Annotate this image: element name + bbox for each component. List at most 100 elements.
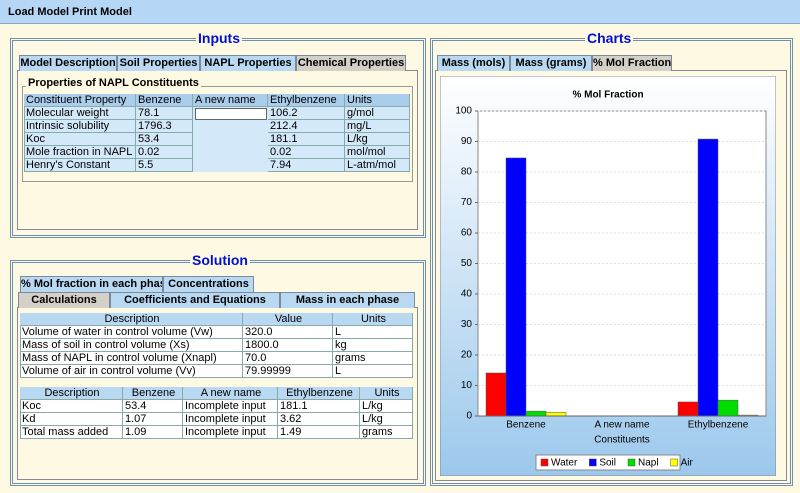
table-cell: Incomplete input [183,426,278,439]
tab[interactable]: Concentrations [163,276,254,292]
x-tick-label: Ethylbenzene [688,420,749,431]
table-cell: 1796.3 [136,120,193,133]
chart-title: % Mol Fraction [572,90,643,101]
tab[interactable]: Coefficients and Equations [110,292,280,308]
y-tick-label: 60 [461,228,473,239]
text-input[interactable] [195,108,267,120]
y-tick-label: 100 [455,106,472,117]
table-cell: Koc [24,133,136,146]
table-cell: L-atm/mol [345,159,410,172]
menu-bar [0,0,800,24]
table-header: Description [20,387,123,400]
legend-swatch [589,458,597,467]
table-header: Units [360,387,413,400]
x-axis-label: Constituents [594,435,650,446]
table [24,94,410,172]
tab[interactable]: Soil Properties [117,55,200,71]
table-header: Units [333,313,413,326]
table-cell: 106.2 [268,107,345,120]
table-cell: Kd [20,413,123,426]
table-cell: Volume of water in control volume (Vw) [20,326,243,339]
table-header: Benzene [123,387,183,400]
legend-swatch [540,458,549,467]
y-tick-label: 20 [461,350,473,361]
table-cell: L/kg [345,133,410,146]
table-cell: Incomplete input [183,413,278,426]
chart: % Mol Fraction 0 10 20 30 40 50 60 70 80 90 100 Benz… [440,76,776,476]
table-header: Ethylbenzene [278,387,360,400]
x-tick-label: Benzene [506,420,546,431]
table-cell: 320.0 [243,326,333,339]
table-header: Ethylbenzene [268,94,345,107]
group-box [22,86,413,182]
legend-box [535,454,681,471]
table-cell: Molecular weight [24,107,136,120]
table-cell: Incomplete input [183,400,278,413]
y-tick-label: 70 [461,197,473,208]
panel-title: Solution [190,252,250,268]
tab[interactable]: % Mol Fraction [592,55,672,71]
table-header: Units [345,94,410,107]
table-cell: mg/L [345,120,410,133]
legend-swatch [670,458,678,467]
bar [525,410,547,417]
bar [677,401,699,417]
table-cell: 79.99999 [243,365,333,378]
table-cell: 1.09 [123,426,183,439]
table-cell: 53.4 [136,133,193,146]
table-cell: 1.49 [278,426,360,439]
table-header: A new name [193,94,268,107]
table-cell: 0.02 [136,146,193,159]
table-cell: 53.4 [123,400,183,413]
table-cell: Mass of soil in control volume (Xs) [20,339,243,352]
x-tick-label: A new name [594,420,649,431]
table-cell: kg [333,339,413,352]
panel-title: Charts [585,30,634,46]
y-tick-label: 90 [461,136,473,147]
y-tick-label: 50 [461,258,473,269]
table-cell: 5.5 [136,159,193,172]
table-cell: 181.1 [278,400,360,413]
y-tick-label: 40 [461,289,473,300]
group-title: Properties of NAPL Constituents [26,76,201,90]
bar [717,399,739,417]
table-cell: L/kg [360,413,413,426]
table-header: A new name [183,387,278,400]
table-header: Description [20,313,243,326]
tab[interactable]: % Mol fraction in each phase [20,276,163,292]
table-cell: 78.1 [136,107,193,120]
y-tick-label: 0 [466,411,472,422]
table-cell: L [333,326,413,339]
bar [545,412,567,417]
tab[interactable]: Mass (grams) [510,55,592,71]
table-cell: 1800.0 [243,339,333,352]
table-cell: 181.1 [268,133,345,146]
bar [697,138,719,417]
y-tick-label: 30 [461,319,473,330]
table-header: Value [243,313,333,326]
table-cell: Mass of NAPL in control volume (Xnapl) [20,352,243,365]
table-cell: 212.4 [268,120,345,133]
table-cell: grams [333,352,413,365]
bar [505,157,527,417]
tab[interactable]: Mass (mols) [437,55,510,71]
menu-item[interactable]: Load Model [8,6,70,18]
legend-label: Soil [599,458,616,469]
panel-title: Inputs [196,30,242,46]
table-cell: Koc [20,400,123,413]
tab[interactable]: NAPL Properties [200,55,296,71]
y-tick-label: 80 [461,167,473,178]
tab[interactable]: Mass in each phase [280,292,415,308]
table-cell: L/kg [360,400,413,413]
table-cell: Henry's Constant [24,159,136,172]
table-cell: 1.07 [123,413,183,426]
table-cell: 0.02 [268,146,345,159]
tab[interactable]: Calculations [18,292,110,308]
tab[interactable]: Model Description [19,55,117,71]
legend-label: Water [551,458,578,469]
table-cell: mol/mol [345,146,410,159]
legend-label: Napl [638,458,659,469]
tab[interactable]: Chemical Properties [296,55,406,71]
table-cell: 70.0 [243,352,333,365]
menu-item[interactable]: Print Model [72,6,132,18]
